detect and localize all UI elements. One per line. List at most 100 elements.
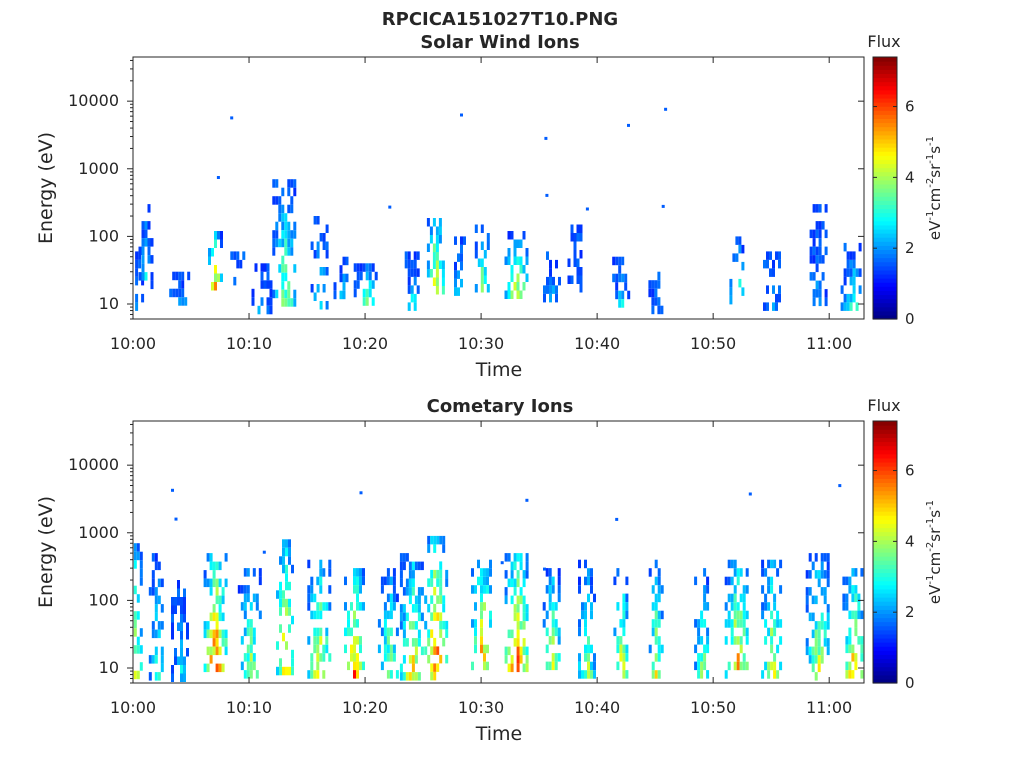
- colorbar-segment: [873, 478, 897, 483]
- colorbar-segment: [873, 437, 897, 443]
- heatmap-cell: [310, 661, 314, 671]
- colorbar-segment: [873, 543, 897, 549]
- heatmap-cell: [151, 570, 155, 579]
- heatmap-cell: [279, 607, 282, 616]
- heatmap-cell: [516, 256, 520, 265]
- heatmap-cell: [359, 271, 363, 281]
- heatmap-cell: [293, 230, 297, 239]
- heatmap-cell: [776, 670, 780, 679]
- heatmap-cell: [426, 218, 430, 227]
- heatmap-cell: [648, 644, 652, 654]
- heatmap-cell: [815, 263, 819, 273]
- heatmap-cell: [439, 561, 443, 570]
- heatmap-cell: [736, 619, 740, 628]
- heatmap-cell: [818, 204, 822, 213]
- heatmap-cell: [770, 661, 774, 671]
- heatmap-cell: [138, 251, 142, 260]
- heatmap-cell: [141, 276, 145, 286]
- heatmap-cell: [266, 263, 270, 272]
- heatmap-cell: [215, 663, 219, 673]
- heatmap-cell: [404, 259, 408, 269]
- colorbar-segment: [873, 592, 897, 598]
- heatmap-cell: [353, 653, 356, 662]
- heatmap-cell: [811, 655, 815, 664]
- heatmap-cell: [579, 233, 583, 242]
- heatmap-cell: [551, 602, 555, 611]
- heatmap-cell: [433, 586, 437, 596]
- heatmap-cell: [208, 256, 211, 265]
- colorbar-segment: [873, 572, 897, 578]
- colorbar-segment: [873, 110, 897, 115]
- heatmap-cell: [578, 619, 581, 628]
- heatmap-cell: [310, 576, 314, 586]
- heatmap-cell: [854, 585, 858, 594]
- heatmap-cell: [174, 648, 177, 657]
- heatmap-cell: [371, 263, 375, 272]
- heatmap-cell: [480, 627, 483, 637]
- heatmap-cell: [818, 221, 822, 230]
- heatmap-cell: [851, 670, 855, 679]
- heatmap-cell: [483, 576, 486, 586]
- heatmap-cell: [220, 239, 223, 248]
- heatmap-cell: [846, 268, 850, 277]
- heatmap-cell: [150, 272, 154, 281]
- heatmap-cell: [316, 636, 320, 645]
- heatmap-cell: [457, 270, 460, 279]
- heatmap-cell: [215, 595, 219, 605]
- heatmap-cell: [445, 578, 449, 587]
- heatmap-cell: [826, 561, 830, 571]
- heatmap-cell: [733, 661, 737, 671]
- heatmap-cell: [857, 636, 861, 645]
- heatmap-cell: [322, 284, 326, 293]
- heatmap-cell: [220, 273, 223, 282]
- heatmap-cell: [287, 289, 291, 299]
- heatmap-cell: [733, 602, 737, 611]
- heatmap-cell: [480, 284, 484, 293]
- heatmap-cell: [814, 629, 818, 639]
- heatmap-cell: [430, 569, 434, 579]
- heatmap-cell: [284, 238, 288, 248]
- heatmap-cell: [584, 602, 587, 611]
- heatmap-cell: [402, 629, 406, 639]
- heatmap-cell: [814, 621, 818, 630]
- heatmap-cell: [738, 236, 742, 245]
- heatmap-cell: [411, 638, 415, 647]
- heatmap-cell: [181, 288, 185, 298]
- colorbar-segment: [873, 249, 897, 255]
- heatmap-cell: [272, 196, 276, 205]
- x-tick-label: 10:40: [574, 334, 620, 353]
- heatmap-cell: [576, 258, 580, 267]
- heatmap-cell: [272, 289, 276, 299]
- heatmap-cell: [851, 593, 855, 603]
- heatmap-cell: [654, 280, 658, 289]
- heatmap-cell: [576, 275, 580, 284]
- heatmap-cell: [548, 636, 552, 645]
- heatmap-cell: [736, 602, 740, 611]
- heatmap-cell: [218, 595, 222, 605]
- colorbar-segment: [873, 142, 897, 148]
- heatmap-cell: [742, 619, 746, 628]
- heatmap-cell: [823, 629, 827, 639]
- heatmap-cell: [657, 297, 661, 306]
- heatmap-cell: [249, 619, 253, 628]
- heatmap-cell: [555, 293, 558, 303]
- heatmap-cell: [138, 259, 142, 269]
- heatmap-cell: [262, 550, 266, 554]
- heatmap-cell: [430, 612, 434, 621]
- heatmap-cell: [281, 298, 285, 307]
- heatmap-cell: [399, 604, 403, 613]
- heatmap-cell: [849, 259, 853, 269]
- heatmap-cell: [402, 553, 406, 562]
- heatmap-cell: [438, 235, 442, 244]
- heatmap-cell: [697, 653, 701, 662]
- heatmap-cell: [249, 627, 253, 637]
- heatmap-cell: [171, 488, 174, 492]
- heatmap-cell: [203, 570, 207, 579]
- heatmap-cell: [362, 576, 365, 586]
- heatmap-cell: [767, 670, 771, 679]
- heatmap-cell: [174, 605, 177, 614]
- heatmap-cell: [818, 246, 822, 256]
- heatmap-cell: [438, 260, 442, 269]
- heatmap-cell: [368, 263, 372, 272]
- heatmap-cell: [435, 243, 439, 252]
